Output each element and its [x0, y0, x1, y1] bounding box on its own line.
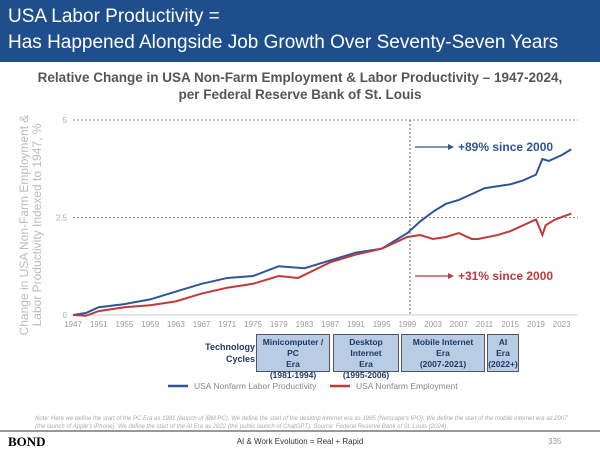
arrow-head-icon: [448, 273, 454, 279]
footnote: Note: Here we define the start of the PC…: [35, 416, 568, 430]
legend-productivity: USA Nonfarm Labor Productivity: [194, 381, 317, 391]
header-line-1: USA Labor Productivity =: [8, 6, 220, 27]
x-tick-label: 1959: [141, 320, 159, 329]
chart-title-1: Relative Change in USA Non-Farm Employme…: [37, 70, 563, 85]
x-tick-label: 1979: [270, 320, 288, 329]
bond-logo: BOND: [8, 434, 46, 449]
x-tick-label: 1983: [296, 320, 314, 329]
y-label-2: Labor Productivity Indexed to 1947, %: [30, 123, 44, 326]
x-tick-label: 1975: [244, 320, 262, 329]
footer-center: AI & Work Evolution = Real + Rapid: [236, 437, 364, 446]
era-word: Era: [286, 359, 300, 369]
series-line-productivity: [72, 148, 572, 316]
x-tick-label: 1987: [321, 320, 339, 329]
x-tick-label: 1995: [373, 320, 391, 329]
x-tick-label: 2015: [501, 320, 519, 329]
era-years: (1995-2006): [342, 370, 390, 380]
x-tick-label: 2019: [527, 320, 545, 329]
era-years: (2022+): [488, 359, 518, 369]
legend-employment: USA Nonfarm Employment: [356, 381, 458, 391]
era-name: Mobile Internet: [412, 337, 474, 347]
x-tick-label: 1947: [64, 320, 82, 329]
chart-title-2: per Federal Reserve Bank of St. Louis: [178, 87, 422, 102]
tech-cycles-label-2: Cycles: [225, 354, 255, 364]
x-tick-label: 2003: [424, 320, 442, 329]
arrow-head-icon: [448, 144, 454, 150]
header: USA Labor Productivity = Has Happened Al…: [0, 0, 600, 62]
x-tick-label: 1955: [116, 320, 134, 329]
era-name: AI: [498, 337, 508, 347]
y-tick-label: 5: [63, 116, 68, 125]
annotation-productivity: +89% since 2000: [458, 140, 553, 154]
era-ai: AI Era (2022+): [487, 334, 519, 372]
era-name: Minicomputer / PC: [262, 337, 324, 358]
era-word: Era: [359, 359, 373, 369]
era-mobile: Mobile Internet Era (2007-2021): [401, 334, 485, 372]
x-tick-label: 1951: [90, 320, 108, 329]
annotation-employment: +31% since 2000: [458, 269, 553, 283]
era-name: Desktop Internet: [349, 337, 383, 358]
era-word: Era: [496, 348, 510, 358]
y-tick-label: 0: [63, 311, 68, 320]
tech-cycles-label-1: Technology: [205, 342, 255, 352]
era-desktop: Desktop Internet Era (1995-2006): [333, 334, 399, 380]
x-tick-label: 1963: [167, 320, 185, 329]
header-line-2: Has Happened Alongside Job Growth Over S…: [8, 32, 559, 53]
era-pc: Minicomputer / PC Era (1981-1994): [256, 334, 330, 380]
x-tick-label: 2011: [476, 320, 494, 329]
tech-cycles-label: Technology Cycles: [185, 341, 255, 365]
y-label-1: Change in USA Non-Farm Employment &: [17, 115, 31, 336]
x-tick-label: 1967: [193, 320, 211, 329]
era-years: (2007-2021): [419, 359, 467, 369]
era-word: Era: [436, 348, 450, 358]
x-tick-label: 1999: [398, 320, 416, 329]
era-years: (1981-1994): [269, 370, 317, 380]
x-tick-label: 1991: [347, 320, 365, 329]
x-tick-label: 2007: [450, 320, 468, 329]
series-line-employment: [72, 212, 572, 317]
y-tick-label: 2.5: [56, 214, 68, 223]
x-tick-label: 2023: [553, 320, 571, 329]
page-number: 335: [548, 437, 562, 446]
x-tick-label: 1971: [218, 320, 236, 329]
